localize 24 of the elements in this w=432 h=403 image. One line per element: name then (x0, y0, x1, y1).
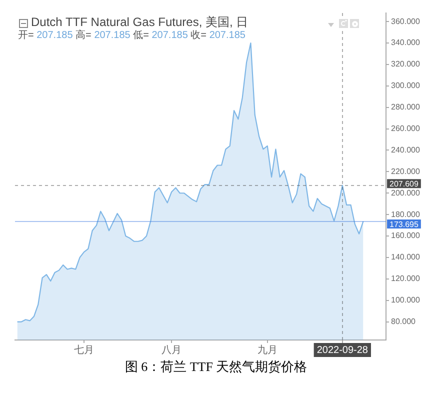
y-tick-label: 340.000 (391, 38, 420, 48)
y-tick-label: 300.000 (391, 81, 420, 90)
x-tick-label: 2022-09-28 (316, 344, 368, 356)
y-tick-label: 180.000 (391, 210, 420, 219)
y-tick-label: 100.000 (391, 296, 420, 305)
y-tick-label: 200.000 (391, 188, 420, 198)
text: 开= 207.185 高= 207.185 低= 207.185 收= 207.185 (18, 30, 246, 41)
x-tick-label: 八月 (162, 344, 182, 356)
y-tick-label: 320.000 (391, 60, 420, 69)
y-tick-label: 360.000 (391, 16, 420, 26)
chart-title: Dutch TTF Natural Gas Futures, 美国, 日 (31, 15, 248, 29)
y-tick-label: 240.000 (391, 145, 420, 154)
y-tick-label: 80.000 (391, 316, 416, 326)
ref-line-label: 173.695 (390, 220, 419, 229)
y-tick-label: 140.000 (391, 252, 420, 262)
ref-line-label: 207.609 (390, 179, 419, 188)
caption: 图 6：荷兰 TTF 天然气期货价格 (124, 359, 308, 375)
x-tick-label: 九月 (257, 344, 278, 356)
y-tick-label: 280.000 (391, 102, 420, 112)
y-tick-label: 120.000 (391, 274, 420, 284)
y-tick-label: 220.000 (391, 166, 420, 176)
x-tick-label: 七月 (74, 344, 94, 356)
y-tick-label: 260.000 (391, 124, 420, 133)
y-tick-label: 160.000 (391, 231, 420, 240)
